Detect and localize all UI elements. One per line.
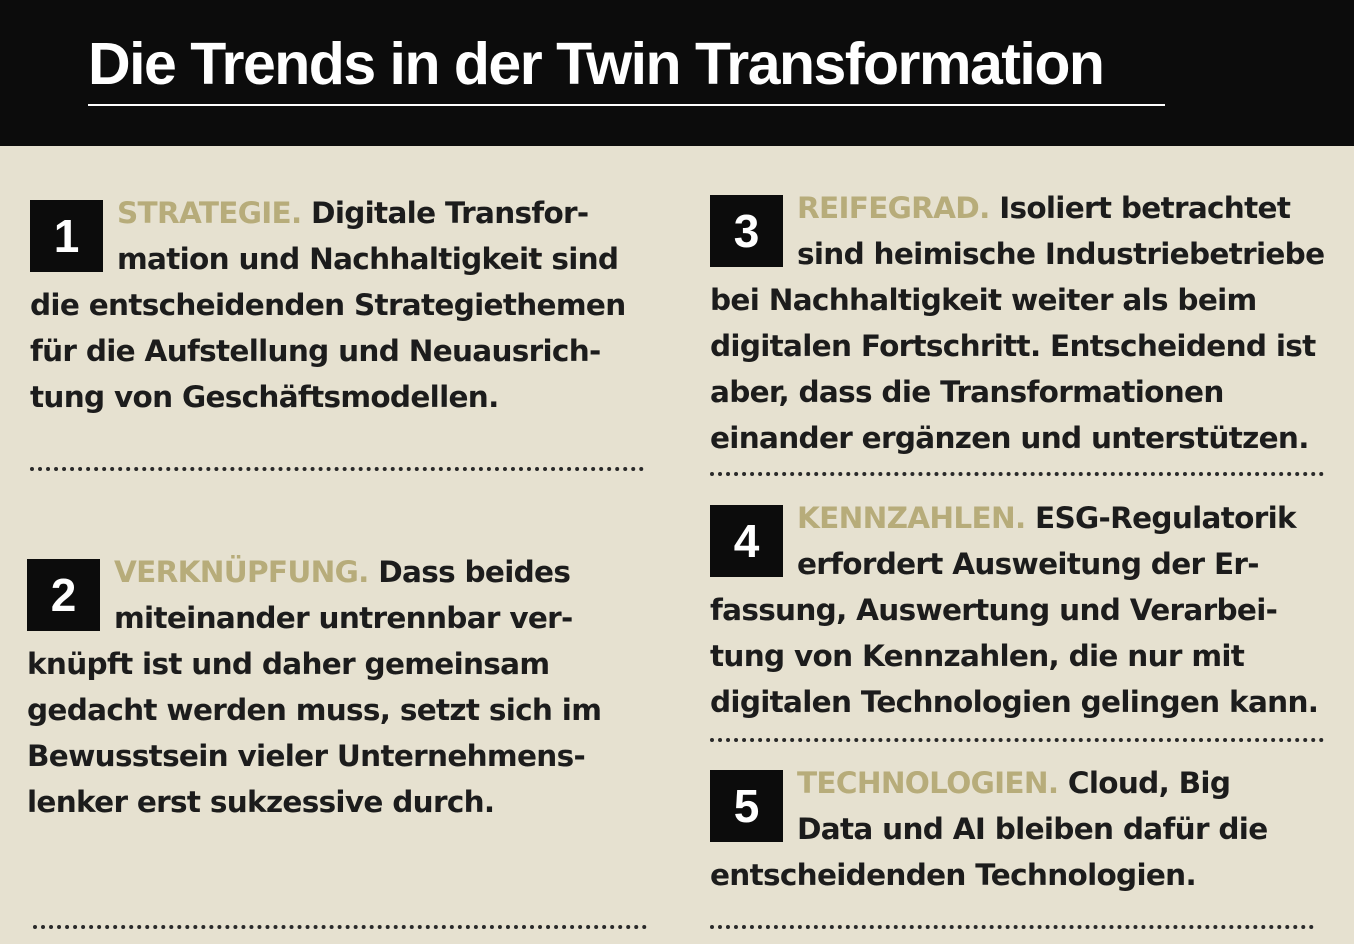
dotted-divider bbox=[710, 925, 1314, 929]
trend-item-2: 2 VERKNÜPFUNG. Dass beides miteinander u… bbox=[27, 549, 639, 825]
title-banner: Die Trends in der Twin Transformation bbox=[0, 0, 1354, 146]
dotted-divider bbox=[710, 472, 1324, 476]
trend-text: Isoliert betrachtet sind heimische Indus… bbox=[710, 191, 1325, 455]
dotted-divider bbox=[30, 467, 644, 471]
trend-text: Cloud, Big Data und AI bleiben dafür die… bbox=[710, 766, 1268, 892]
trend-number-badge: 2 bbox=[27, 559, 100, 631]
trend-text: ESG-Regulatorik erfordert Ausweitung der… bbox=[710, 501, 1319, 719]
trend-text: Digitale Transfor­mation und Nachhaltigk… bbox=[30, 196, 626, 414]
trend-keyword: TECHNOLOGIEN. bbox=[797, 766, 1059, 800]
trend-number-badge: 4 bbox=[710, 505, 783, 577]
trend-keyword: KENNZAHLEN. bbox=[797, 501, 1026, 535]
trend-number-badge: 1 bbox=[30, 200, 103, 272]
trend-item-5: 5 TECHNOLOGIEN. Cloud, Big Data und AI b… bbox=[710, 760, 1310, 898]
trend-number-badge: 3 bbox=[710, 195, 783, 267]
trend-keyword: STRATEGIE. bbox=[117, 196, 302, 230]
trend-item-4: 4 KENNZAHLEN. ESG-Regulatorik erfordert … bbox=[710, 495, 1326, 725]
trend-text: Dass beides miteinander untrennbar ver­k… bbox=[27, 555, 602, 819]
page-title: Die Trends in der Twin Transformation bbox=[88, 31, 1105, 97]
title-underline bbox=[88, 104, 1165, 106]
trend-item-3: 3 REIFEGRAD. Isoliert betrachtet sind he… bbox=[710, 185, 1326, 461]
trend-keyword: REIFEGRAD. bbox=[797, 191, 990, 225]
trend-item-1: 1 STRATEGIE. Digitale Transfor­mation un… bbox=[30, 190, 642, 420]
dotted-divider bbox=[33, 925, 647, 929]
dotted-divider bbox=[710, 738, 1324, 742]
trend-number-badge: 5 bbox=[710, 770, 783, 842]
trend-keyword: VERKNÜPFUNG. bbox=[114, 555, 369, 589]
